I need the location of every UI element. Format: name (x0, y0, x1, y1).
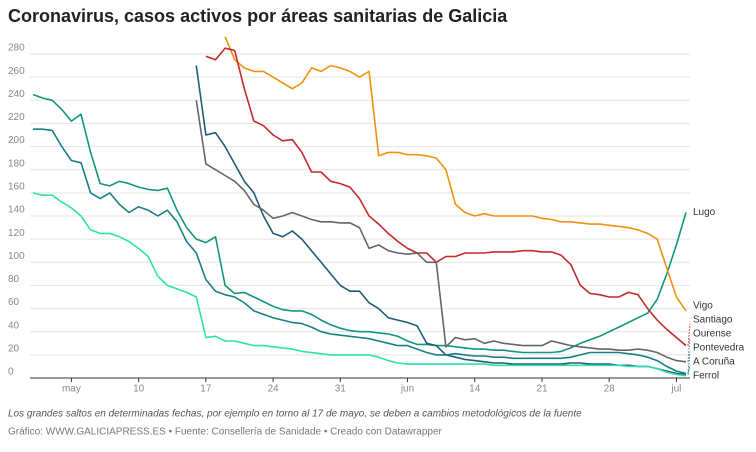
label-connector (687, 351, 691, 374)
y-tick-label: 100 (8, 251, 25, 262)
series-label: Pontevedra (693, 342, 745, 353)
y-tick-label: 40 (8, 320, 20, 331)
series-line (32, 192, 687, 377)
series-line (33, 128, 687, 375)
series-label: Ourense (693, 328, 732, 339)
x-tick-label: 24 (268, 384, 280, 395)
series-line (195, 100, 687, 363)
y-tick-label: 280 (8, 43, 25, 54)
series-label: Ferrol (693, 370, 719, 381)
series-label: A Coruña (693, 356, 735, 367)
x-tick-label: 14 (469, 384, 481, 395)
y-tick-label: 260 (8, 66, 25, 77)
x-tick-label: 17 (200, 384, 212, 395)
x-tick-label: 28 (604, 384, 616, 395)
x-tick-label: jun (400, 384, 414, 395)
series-line (224, 36, 687, 312)
y-tick-label: 160 (8, 181, 25, 192)
chart-note: Los grandes saltos en determinadas fecha… (8, 409, 582, 420)
chart-title: Coronavirus, casos activos por áreas san… (8, 6, 508, 26)
x-tick-label: may (62, 384, 81, 395)
y-tick-label: 200 (8, 135, 25, 146)
y-tick-label: 80 (8, 274, 20, 285)
label-connector (687, 337, 691, 362)
series-label: Santiago (693, 314, 733, 325)
series-line (205, 47, 687, 347)
series-label: Vigo (693, 300, 713, 311)
chart-credit: Gráfico: WWW.GALICIAPRESS.ES • Fuente: C… (8, 427, 443, 438)
label-connector (687, 323, 691, 346)
x-tick-label: jul (670, 384, 681, 395)
y-tick-label: 20 (8, 343, 20, 354)
series-label: Lugo (693, 207, 716, 218)
x-tick-label: 10 (133, 384, 145, 395)
series-line (32, 93, 687, 354)
x-tick-label: 31 (335, 384, 347, 395)
y-tick-label: 140 (8, 205, 25, 216)
y-tick-label: 220 (8, 112, 25, 123)
y-tick-label: 240 (8, 89, 25, 100)
y-tick-label: 120 (8, 228, 25, 239)
y-tick-label: 0 (8, 367, 14, 378)
y-tick-label: 60 (8, 297, 20, 308)
y-tick-label: 180 (8, 158, 25, 169)
series-line (195, 65, 687, 376)
plot-lines (32, 36, 687, 377)
x-tick-label: 21 (536, 384, 548, 395)
